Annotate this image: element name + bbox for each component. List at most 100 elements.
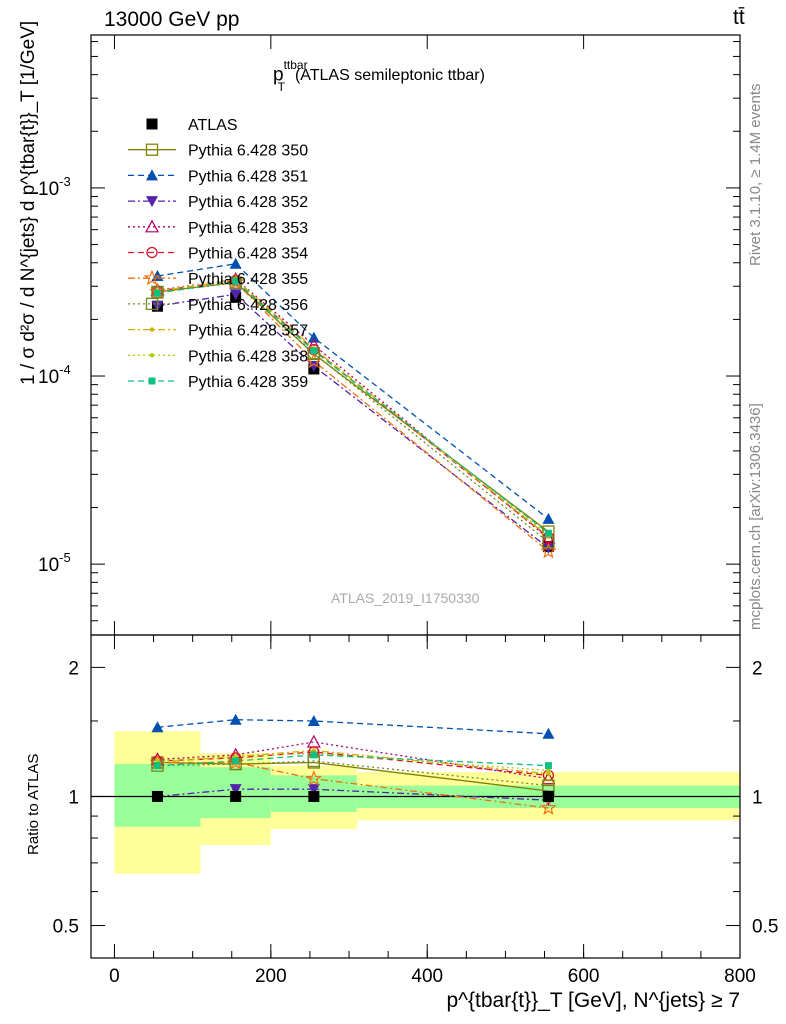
main-point-s3-1: [229, 289, 242, 301]
legend-label-7: Pythia 6.428 356: [188, 297, 308, 314]
ratio-ytick-label-left-0: 0.5: [53, 917, 79, 938]
ratio-ytick-label-left-2: 2: [68, 658, 79, 679]
main-point-s10-3: [544, 529, 552, 537]
main-ytick-label-2: 10-3: [38, 174, 71, 200]
ratio-atlas-point-2: [308, 790, 320, 802]
ratio-point-s1-0: [151, 721, 164, 733]
ratio-point-s3-3: [541, 771, 556, 785]
legend-marker-1: [145, 143, 159, 156]
legend-marker-4: [144, 219, 160, 233]
ratio-point-s3-2: [306, 734, 321, 748]
main-line-series-10: [157, 280, 549, 534]
ratio-line-series-7: [157, 749, 549, 775]
ratio-xtick-label-0: 0: [109, 966, 120, 987]
legend-label-10: Pythia 6.428 359: [188, 374, 308, 391]
ratio-point-s1-2: [307, 714, 320, 726]
ratio-xtick-label-1: 200: [255, 966, 287, 987]
legend-marker-0: [146, 118, 158, 130]
ratio-atlas-point-3: [542, 790, 554, 802]
series-markers: [149, 257, 557, 815]
main-line-series-8: [157, 279, 549, 538]
legend-label-6: Pythia 6.428 355: [188, 271, 308, 288]
ratio-point-s9-0: [153, 762, 161, 770]
ratio-point-s2-1: [229, 784, 242, 796]
main-line-series-1: [157, 281, 549, 533]
ratio-point-s8-3: [546, 768, 551, 773]
main-line-series-4: [157, 278, 549, 539]
ratio-line-series-0: [157, 761, 549, 792]
main-plot-title: pttbar T (ATLAS semileptonic ttbar): [273, 58, 485, 94]
legend-label-3: Pythia 6.428 352: [188, 194, 308, 211]
ratio-point-s2-2: [307, 784, 320, 796]
ratio-point-s9-1: [232, 757, 240, 765]
title-sub: T: [277, 80, 285, 95]
ratio-point-s9-2: [310, 751, 318, 759]
ratio-point-s5-3: [540, 799, 557, 815]
legend-label-8: Pythia 6.428 357: [188, 323, 308, 340]
title-sup: ttbar: [283, 58, 308, 72]
ratio-atlas-point-1: [230, 790, 242, 802]
ratio-line-series-5: [157, 761, 549, 809]
legend: ATLAS Pythia 6.428 350 Pythia 6.428 351 Pyt…: [128, 117, 308, 391]
watermark: ATLAS_2019_I1750330: [331, 590, 480, 606]
energy-label: 13000 GeV pp: [104, 8, 240, 31]
ratio-ytick-label-right-1: 1: [752, 787, 763, 808]
legend-marker-8: [149, 327, 155, 332]
main-line-series-2: [157, 263, 549, 520]
main-line-series-6: [157, 281, 549, 552]
main-point-s6-3: [540, 542, 557, 559]
ratio-xtick-label-2: 400: [411, 966, 443, 987]
ratio-line-series-9: [157, 754, 549, 767]
main-line-series-9: [157, 278, 549, 536]
ratio-line-series-1: [157, 719, 549, 735]
legend-label-1: Pythia 6.428 350: [188, 143, 308, 160]
main-point-s2-1: [229, 257, 242, 269]
legend-label-9: Pythia 6.428 358: [188, 348, 308, 365]
main-ylabel: 1 / σ d²σ / d N^{jets} d p^{tbar{t}}_T […: [18, 21, 39, 385]
ratio-ylabel: Ratio to ATLAS: [25, 754, 42, 855]
legend-marker-10: [148, 377, 156, 385]
legend-marker-7: [145, 297, 159, 311]
main-point-s10-1: [232, 278, 240, 286]
main-ytick-exp-1: -4: [59, 362, 71, 377]
series-lines: [157, 263, 549, 809]
title-rest: (ATLAS semileptonic ttbar): [294, 67, 485, 85]
legend-label-5: Pythia 6.428 354: [188, 246, 308, 263]
ratio-atlas-point-0: [151, 790, 163, 802]
main-ytick-exp-0: -5: [59, 550, 71, 565]
main-point-s10-0: [153, 289, 161, 297]
title-main: p: [273, 64, 284, 86]
legend-label-0: ATLAS: [188, 117, 238, 134]
ratio-ytick-label-right-0: 0.5: [752, 917, 778, 938]
axis-ticks: [91, 35, 741, 958]
ratio-uncertainty-bands: [114, 731, 740, 874]
legend-marker-9: [149, 353, 155, 358]
main-line-series-7: [157, 282, 549, 543]
ratio-point-s9-3: [544, 762, 552, 770]
ratio-xtick-label-3: 600: [568, 966, 600, 987]
main-point-s2-3: [542, 512, 555, 524]
ratio-point-s5-2: [305, 770, 323, 786]
main-point-s10-2: [310, 347, 318, 355]
ratio-line-series-4: [157, 751, 549, 777]
legend-label-4: Pythia 6.428 353: [188, 220, 308, 237]
main-ytick-label-0: 10-5: [38, 550, 71, 576]
ratio-ytick-label-right-2: 2: [752, 658, 763, 679]
legend-marker-6: [143, 269, 161, 286]
ratio-ytick-label-left-1: 1: [68, 787, 79, 808]
main-line-series-5: [157, 279, 549, 538]
legend-marker-5: [146, 246, 158, 259]
rivet-label: Rivet 3.1.10, ≥ 1.4M events: [747, 83, 764, 267]
mcplots-label: mcplots.cern.ch [arXiv:1306.3436]: [747, 403, 764, 630]
main-point-s2-2: [307, 331, 320, 343]
legend-marker-2: [146, 169, 158, 181]
main-point-s3-3: [542, 542, 555, 554]
legend-label-2: Pythia 6.428 351: [188, 168, 308, 185]
ratio-point-s1-1: [229, 713, 242, 725]
process-label: tt̄: [733, 6, 745, 29]
ratio-point-s8-0: [155, 758, 160, 764]
legend-marker-3: [146, 196, 158, 208]
main-ytick-label-1: 10-4: [38, 362, 71, 388]
ratio-line-series-2: [157, 788, 549, 801]
